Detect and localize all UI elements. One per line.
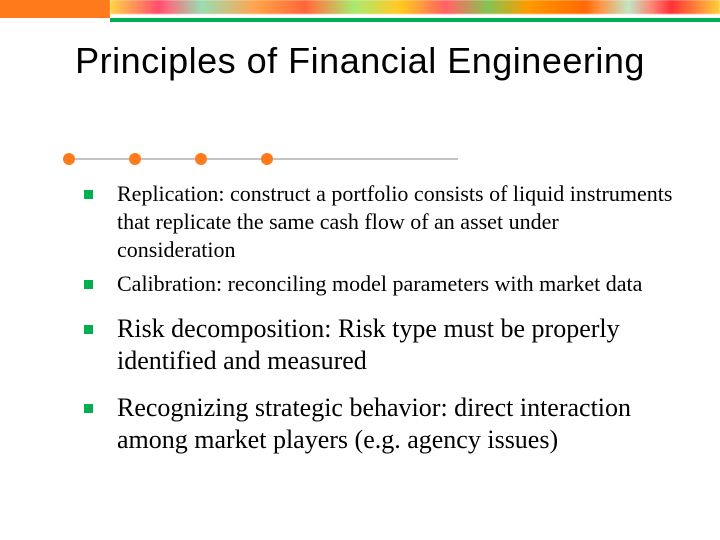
list-item: Risk decomposition: Risk type must be pr… <box>84 313 680 378</box>
list-item-text: Calibration: reconciling model parameter… <box>117 270 642 298</box>
bullet-square-icon <box>84 280 93 289</box>
list-item-text: Recognizing strategic behavior: direct i… <box>117 392 680 457</box>
header-orange-block <box>0 0 110 18</box>
bullet-square-icon <box>84 325 93 334</box>
header-green-rule <box>110 18 720 22</box>
slide-title: Principles of Financial Engineering <box>0 40 720 82</box>
title-flourish <box>58 148 468 168</box>
bullet-square-icon <box>84 190 93 199</box>
bullet-list: Replication: construct a portfolio consi… <box>84 180 680 463</box>
list-item-text: Replication: construct a portfolio consi… <box>117 180 680 264</box>
list-item: Recognizing strategic behavior: direct i… <box>84 392 680 457</box>
list-item-text: Risk decomposition: Risk type must be pr… <box>117 313 680 378</box>
header-decoration <box>0 0 720 18</box>
list-item: Calibration: reconciling model parameter… <box>84 270 680 298</box>
list-item: Replication: construct a portfolio consi… <box>84 180 680 264</box>
header-colorful-strip <box>110 0 720 14</box>
bullet-square-icon <box>84 404 93 413</box>
